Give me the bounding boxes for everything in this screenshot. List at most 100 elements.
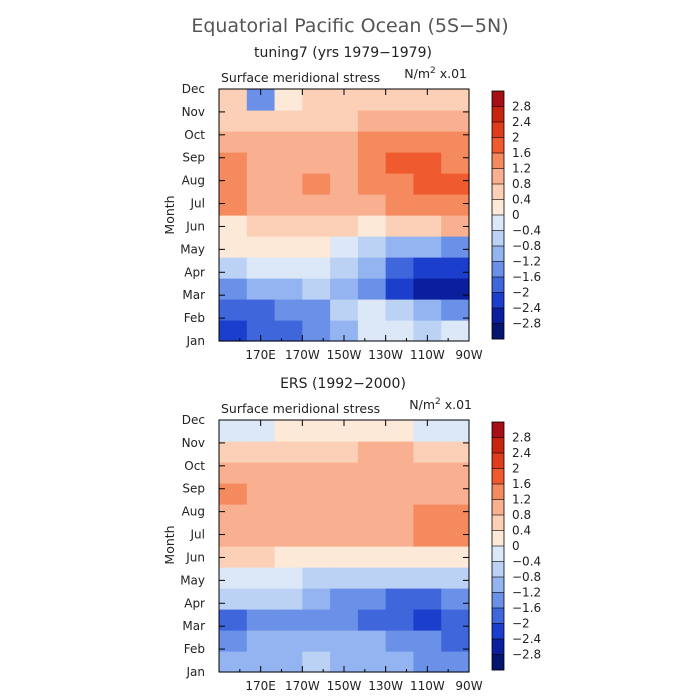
heatmap-cell [385, 630, 415, 652]
heatmap-cell [246, 651, 276, 673]
colorbar-label: −0.8 [512, 239, 541, 253]
heatmap-cell [246, 152, 276, 174]
heatmap-cell [246, 299, 276, 321]
y-tick-label: Jun [185, 219, 205, 233]
heatmap-cell [219, 257, 248, 279]
heatmap-cell [385, 441, 415, 463]
heatmap-cell [357, 546, 387, 568]
colorbar-label: 1.2 [512, 162, 531, 176]
heatmap-cell [246, 257, 276, 279]
heatmap-cell [330, 299, 359, 321]
colorbar-swatch [492, 515, 504, 531]
x-tick-label: 170W [285, 348, 320, 362]
heatmap-cell [441, 504, 470, 526]
heatmap-cell [330, 89, 359, 111]
heatmap-cell [413, 441, 442, 463]
colorbar-swatch [492, 308, 504, 324]
heatmap-cell [330, 651, 359, 673]
heatmap-cell [274, 320, 303, 342]
colorbar-swatch [492, 499, 504, 516]
y-tick-label: Apr [184, 265, 205, 279]
colorbar-label: −2.4 [512, 632, 541, 646]
heatmap-cell [330, 588, 359, 610]
y-tick-label: Jan [186, 665, 206, 679]
y-tick-label: Apr [184, 596, 205, 610]
heatmap-cell [330, 567, 359, 589]
heatmap-cell [274, 504, 303, 526]
panel-tuning7: tuning7 (yrs 1979−1979) Surface meridion… [162, 45, 541, 362]
heatmap-cell [302, 462, 331, 484]
y-tick-label: Jul [190, 197, 205, 211]
heatmap-cell [302, 441, 331, 463]
heatmap-cell [302, 173, 331, 195]
heatmap-cell [357, 420, 387, 442]
panel-1-subtitle: Surface meridional stress [221, 70, 380, 85]
y-tick-label: Sep [182, 151, 205, 165]
heatmap-cell [274, 89, 303, 111]
heatmap-cell [357, 236, 387, 258]
heatmap-cell [219, 546, 248, 568]
heatmap-cell [441, 462, 470, 484]
heatmap-cell [246, 609, 276, 631]
heatmap-cell [219, 173, 248, 195]
heatmap-cell [357, 89, 387, 111]
heatmap-cell [302, 630, 331, 652]
heatmap-cell [274, 567, 303, 589]
heatmap-cell [330, 525, 359, 547]
colorbar-label: −1.2 [512, 586, 541, 600]
heatmap-cell [219, 320, 248, 342]
heatmap-cell [274, 152, 303, 174]
heatmap-cell [330, 215, 359, 237]
heatmap-cell [219, 420, 248, 442]
heatmap-cell [219, 131, 248, 153]
y-tick-label: Jul [190, 528, 205, 542]
heatmap-cell [330, 152, 359, 174]
heatmap-cell [302, 567, 331, 589]
x-tick-label: 130W [368, 348, 403, 362]
heatmap-cell [441, 483, 470, 505]
heatmap-cell [302, 110, 331, 132]
colorbar-swatch [492, 246, 504, 262]
heatmap-cell [302, 215, 331, 237]
x-tick-label: 170E [245, 679, 276, 693]
heatmap-cell [385, 215, 415, 237]
x-tick-label: 90W [455, 679, 482, 693]
heatmap-cell [274, 651, 303, 673]
heatmap-cell [385, 236, 415, 258]
x-tick-label: 110W [410, 679, 445, 693]
heatmap-cell [330, 257, 359, 279]
heatmap-cell [302, 299, 331, 321]
heatmap-cell [385, 588, 415, 610]
panel-2-plot: 170E 170W 150W 130W 110W 90W Jan Feb Mar Apr May Ju… [180, 413, 483, 693]
colorbar-label: −1.6 [512, 601, 541, 615]
heatmap-cell [441, 215, 470, 237]
heatmap-cell [413, 567, 442, 589]
heatmap-cell [274, 420, 303, 442]
heatmap-cell [219, 504, 248, 526]
colorbar-label: 0.8 [512, 177, 531, 191]
y-tick-label: Nov [182, 436, 205, 450]
colorbar-swatch [492, 215, 504, 231]
heatmap-cell [441, 173, 470, 195]
colorbar-swatch [492, 106, 504, 123]
heatmap-cell [357, 441, 387, 463]
y-tick-label: May [180, 242, 205, 256]
heatmap-cell [357, 299, 387, 321]
y-tick-label: Nov [182, 105, 205, 119]
heatmap-cell [441, 630, 470, 652]
x-tick-label: 90W [455, 348, 482, 362]
panel-ers: ERS (1992−2000) Surface meridional stres… [162, 376, 541, 693]
heatmap-cell [357, 525, 387, 547]
heatmap-cell [274, 110, 303, 132]
panel-1-title: tuning7 (yrs 1979−1979) [254, 45, 432, 61]
heatmap-cell [441, 110, 470, 132]
heatmap-cell [441, 420, 470, 442]
colorbar-swatch [492, 484, 504, 500]
heatmap-cell [357, 462, 387, 484]
heatmap-cell [219, 483, 248, 505]
panel-1-ylabel: Month [162, 195, 177, 234]
heatmap-cell [302, 504, 331, 526]
colorbar-label: 2 [512, 131, 520, 145]
heatmap-cell [385, 194, 415, 216]
